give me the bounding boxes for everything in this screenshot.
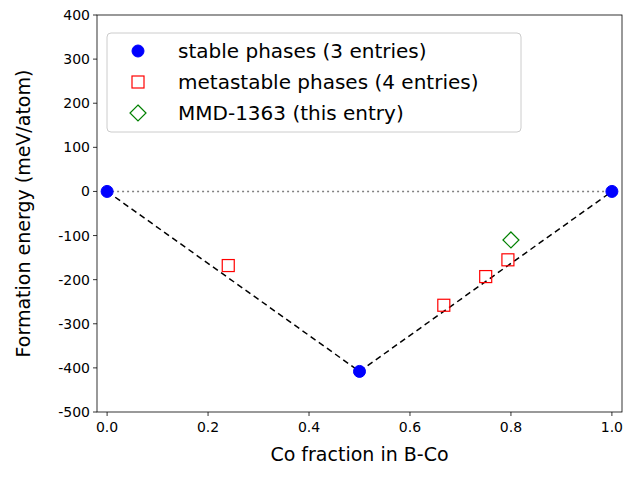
y-tick [93,15,97,16]
y-tick [93,103,97,104]
legend-marker [130,105,146,121]
x-tick [208,412,209,416]
x-tick [611,412,612,416]
point [438,299,450,311]
x-tick [409,412,410,416]
y-tick-label: 300 [63,51,90,67]
chart: 0.0 0.2 0.4 0.6 0.8 1.0 -500 -400 -300 -200 -100 0 1… [0,0,640,480]
x-axis-label: Co fraction in B-Co [270,443,448,465]
y-tick [93,59,97,60]
y-tick [93,323,97,324]
x-tick [107,412,108,416]
legend-label: stable phases (3 entries) [178,39,427,63]
y-tick [93,147,97,148]
y-tick-label: -400 [58,360,90,376]
point [502,254,514,266]
y-tick [93,235,97,236]
legend-marker [132,76,144,88]
y-tick-label: 400 [63,7,90,23]
point [354,365,366,377]
y-tick-label: 200 [63,95,90,111]
y-tick [93,279,97,280]
point [606,185,618,197]
y-tick-label: 0 [81,183,90,199]
y-axis-label: Formation energy (meV/atom) [12,70,34,358]
point [503,232,519,248]
x-tick-label: 0.2 [197,419,219,435]
plot-area [101,185,618,377]
y-tick [93,367,97,368]
point [480,271,492,283]
y-tick-label: 100 [63,139,90,155]
legend-label: MMD-1363 (this entry) [178,101,404,125]
point [222,260,234,272]
x-tick [510,412,511,416]
x-tick-label: 0.0 [96,419,118,435]
legend: stable phases (3 entries) metastable phas… [107,33,521,132]
legend-marker [132,45,144,57]
y-tick-label: -100 [58,228,90,244]
y-tick [93,191,97,192]
x-tick [309,412,310,416]
x-tick-label: 0.8 [500,419,522,435]
legend-label: metastable phases (4 entries) [178,70,478,94]
y-tick-label: -200 [58,272,90,288]
legend-box [107,33,521,132]
line [107,191,612,193]
x-tick-label: 0.4 [298,419,320,435]
y-tick [93,412,97,413]
line [107,191,612,371]
point [101,185,113,197]
y-tick-label: -300 [58,316,90,332]
frame [97,15,622,412]
y-tick-label: -500 [58,404,90,420]
x-tick-label: 0.6 [399,419,421,435]
x-tick-label: 1.0 [601,419,623,435]
